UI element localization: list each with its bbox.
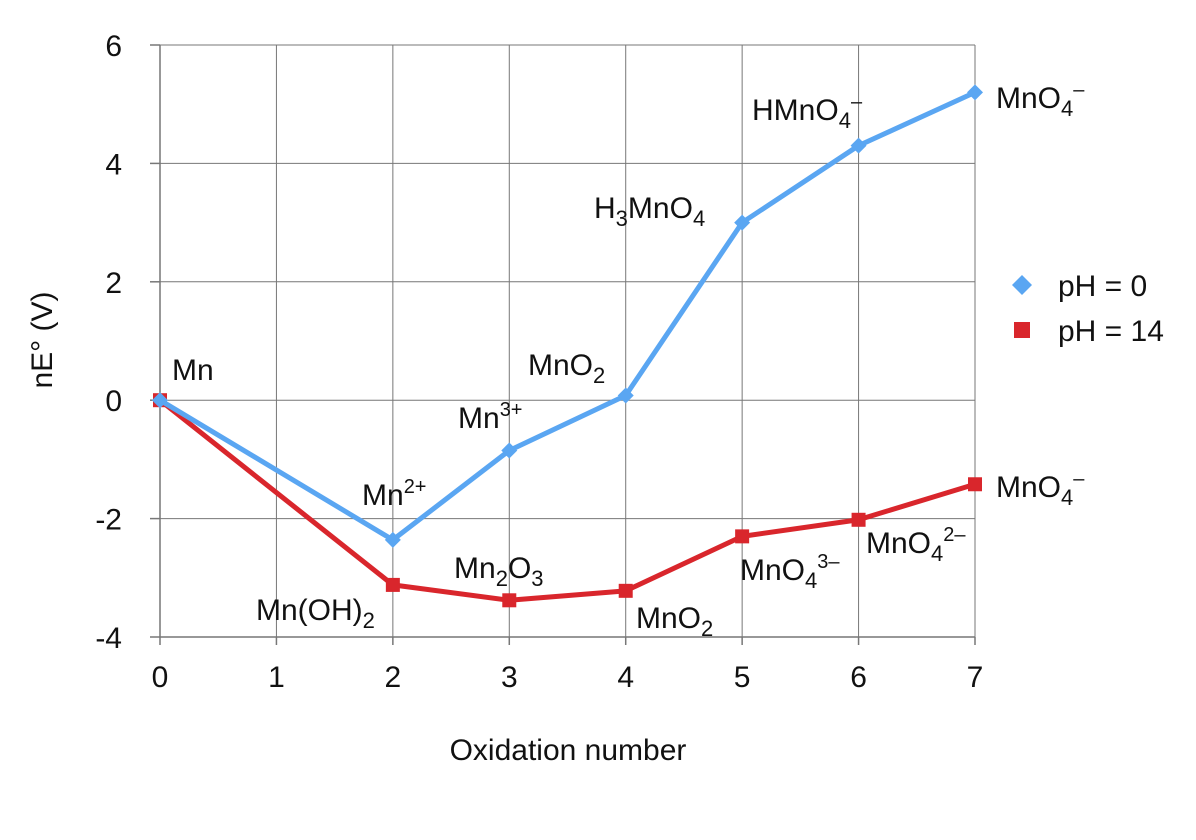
y-tick-labels: -4 -2 0 2 4 6 (95, 30, 122, 655)
y-tick-label: 4 (105, 148, 122, 181)
data-point (735, 529, 750, 544)
label-text: MnO (528, 349, 593, 382)
label-superscript: – (1073, 79, 1085, 101)
label-text: O (508, 552, 531, 585)
data-point (734, 214, 751, 231)
data-point (967, 84, 983, 101)
point-label: MnO2 (528, 349, 605, 388)
legend-marker (1012, 275, 1032, 295)
label-subscript: 2 (701, 616, 713, 641)
y-tick-label: -2 (95, 504, 122, 537)
label-subscript: 4 (1061, 96, 1073, 121)
y-tick-label: 6 (105, 30, 122, 63)
label-superscript: 3– (817, 551, 840, 573)
x-tick-label: 4 (617, 661, 634, 694)
label-subscript: 2 (496, 566, 508, 591)
label-text: MnO (996, 471, 1061, 504)
label-superscript: 2+ (404, 476, 427, 498)
point-label: MnO4– (996, 79, 1085, 121)
legend: pH = 0 pH = 14 (1012, 270, 1164, 348)
label-subscript: 3 (616, 206, 628, 231)
point-label: MnO4– (996, 468, 1085, 510)
legend-label: pH = 14 (1058, 315, 1164, 348)
x-tick-label: 6 (850, 661, 867, 694)
label-text: Mn (458, 402, 500, 435)
point-label: Mn(OH)2 (256, 594, 375, 633)
legend-marker (1014, 322, 1030, 338)
label-text: Mn (172, 354, 214, 387)
label-text: H (594, 192, 616, 225)
data-point (850, 137, 867, 154)
point-label: Mn (172, 354, 214, 387)
label-subscript: 4 (931, 541, 943, 566)
data-point (618, 583, 633, 598)
label-text: MnO (628, 192, 693, 225)
series-line (158, 398, 976, 603)
point-label: Mn3+ (458, 399, 523, 435)
label-text: Mn(OH) (256, 594, 363, 627)
label-subscript: 4 (693, 206, 705, 231)
x-axis-title: Oxidation number (450, 734, 687, 767)
legend-label: pH = 0 (1058, 270, 1147, 303)
label-text: Mn (454, 552, 496, 585)
label-subscript: 4 (1061, 485, 1073, 510)
label-subscript: 2 (593, 363, 605, 388)
data-point (152, 392, 168, 409)
x-tick-label: 0 (152, 661, 169, 694)
x-tick-label: 7 (967, 661, 984, 694)
point-label: Mn2O3 (454, 552, 544, 591)
label-subscript: 3 (531, 566, 543, 591)
point-label: MnO43– (740, 551, 840, 593)
axes (150, 44, 976, 645)
point-label: MnO42– (866, 524, 966, 566)
y-tick-label: 0 (105, 385, 122, 418)
data-point (501, 442, 518, 459)
data-point (617, 387, 634, 404)
label-text: HMnO (752, 94, 839, 127)
label-subscript: 4 (839, 108, 851, 133)
y-axis-title: nE° (V) (26, 291, 59, 388)
label-subscript: 2 (363, 608, 375, 633)
point-label: MnO2 (636, 602, 713, 641)
x-tick-label: 5 (734, 661, 751, 694)
x-tick-label: 3 (501, 661, 518, 694)
label-superscript: 3+ (500, 399, 523, 421)
grid (160, 44, 976, 637)
series-line (158, 90, 977, 543)
data-point (385, 577, 400, 592)
x-tick-labels: 0 1 2 3 4 5 6 7 (152, 661, 984, 694)
point-label: Mn2+ (362, 476, 427, 512)
data-point (968, 477, 982, 492)
label-text: Mn (362, 479, 404, 512)
data-point (384, 531, 401, 548)
point-label: HMnO4– (752, 91, 863, 133)
x-tick-label: 1 (268, 661, 285, 694)
label-text: MnO (740, 554, 805, 587)
x-tick-label: 2 (385, 661, 402, 694)
label-superscript: – (851, 91, 863, 113)
label-text: MnO (866, 527, 931, 560)
label-text: MnO (636, 602, 701, 635)
label-superscript: – (1073, 468, 1085, 490)
data-point (851, 512, 866, 527)
y-tick-label: 2 (105, 267, 122, 300)
label-subscript: 4 (805, 568, 817, 593)
point-label: H3MnO4 (594, 192, 705, 231)
label-superscript: 2– (943, 524, 966, 546)
data-point (502, 593, 517, 608)
y-tick-label: -4 (95, 622, 122, 655)
label-text: MnO (996, 82, 1061, 115)
series-group (152, 84, 983, 608)
